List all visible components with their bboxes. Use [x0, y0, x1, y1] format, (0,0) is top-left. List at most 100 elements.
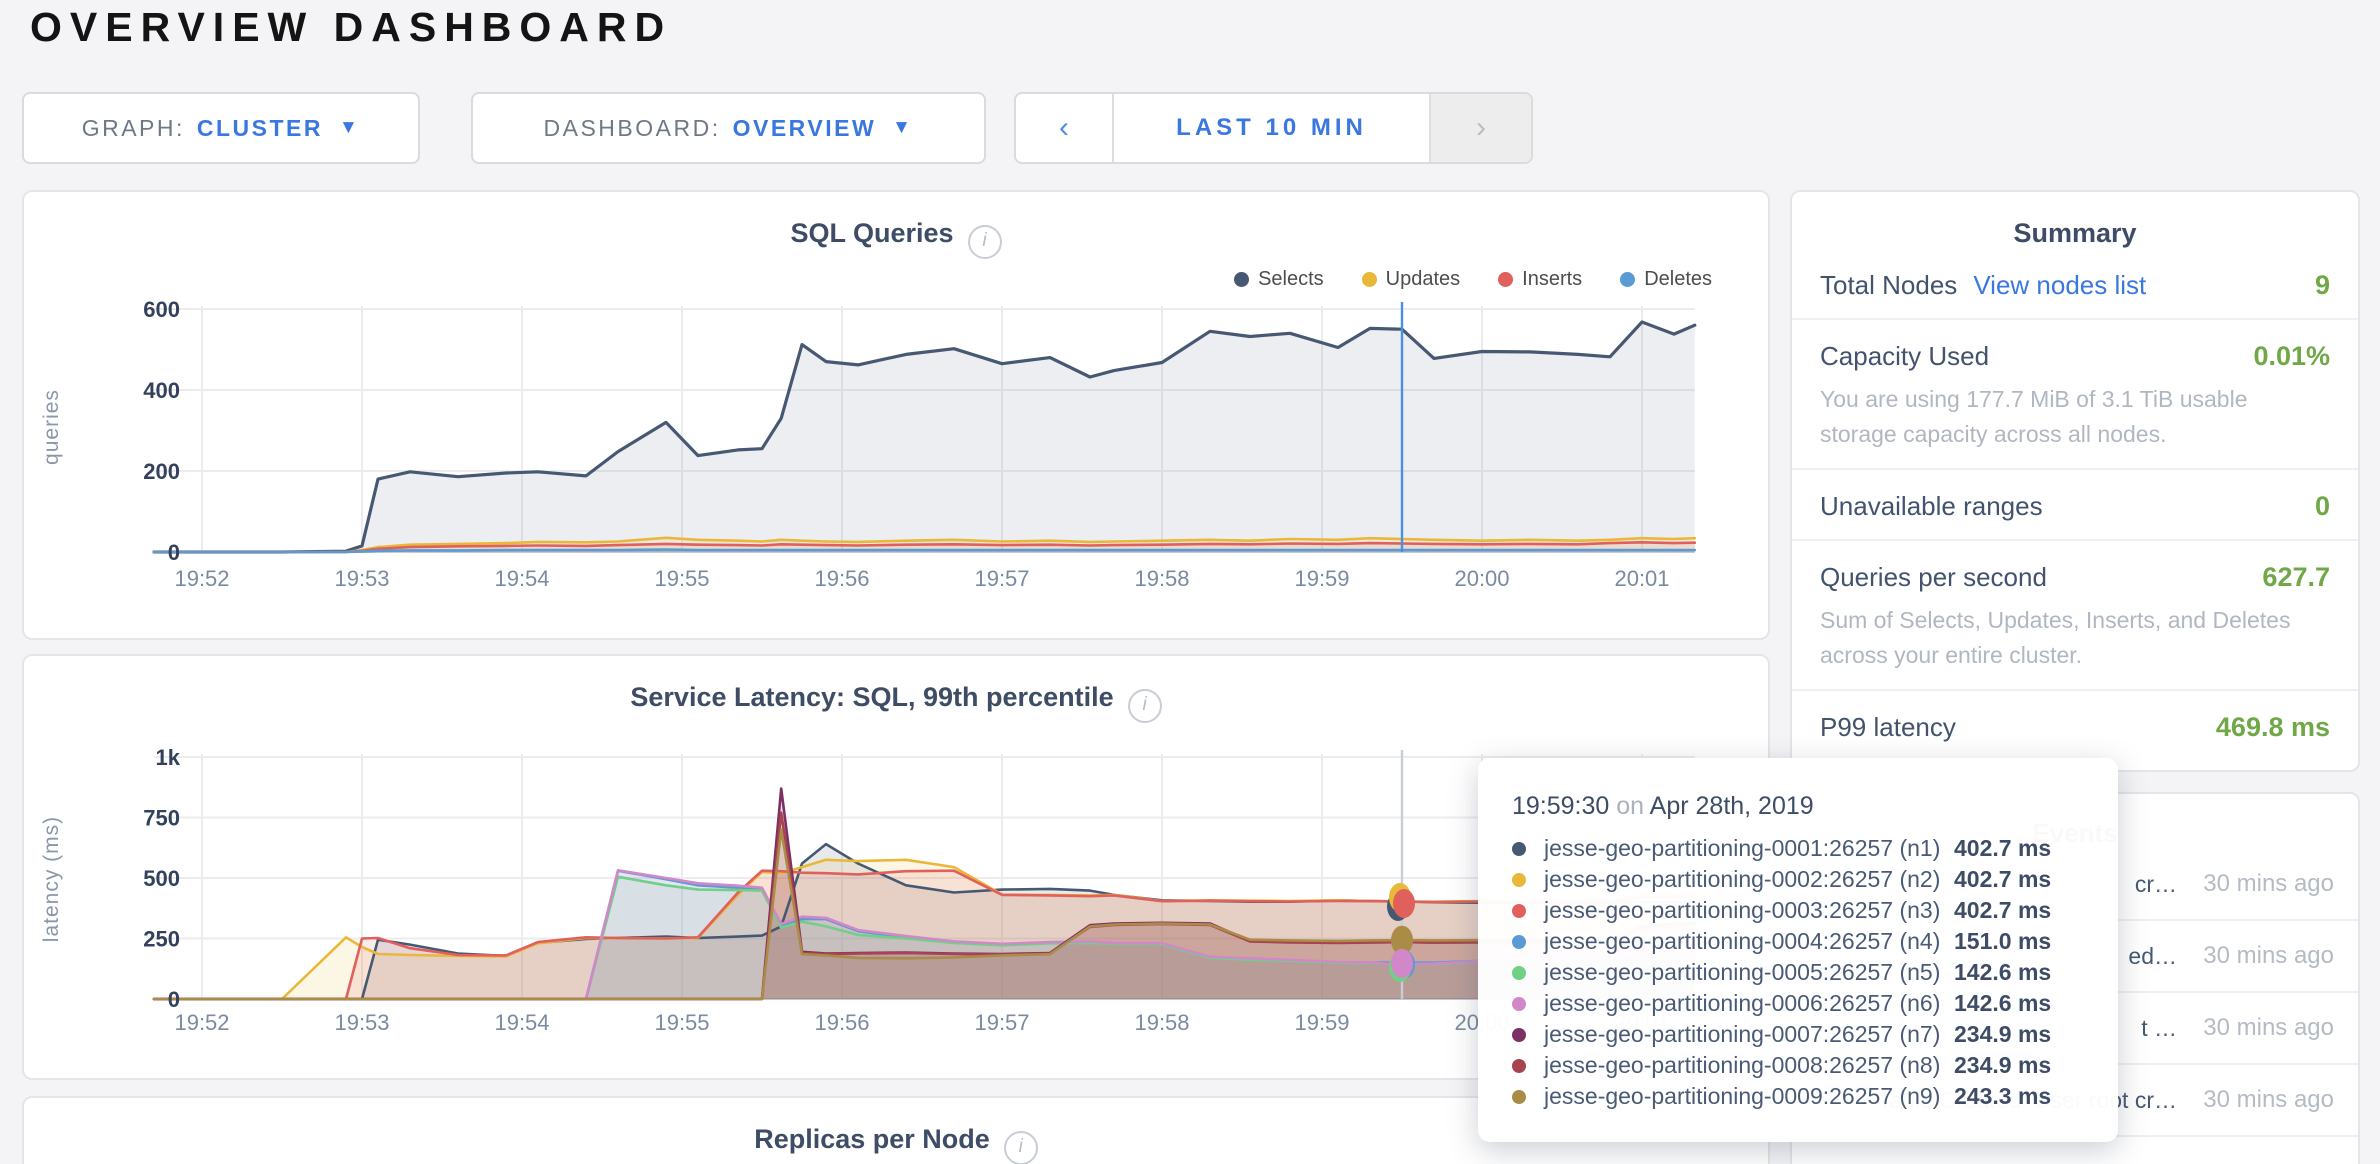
series-dot-icon: [1512, 996, 1526, 1011]
summary-row-label: Unavailable ranges: [1820, 491, 2043, 521]
event-message: ed…: [2128, 942, 2177, 969]
dashboard-dropdown[interactable]: DASHBOARD: OVERVIEW ▼: [471, 92, 986, 164]
svg-text:19:57: 19:57: [974, 1010, 1029, 1035]
svg-text:19:56: 19:56: [814, 566, 869, 591]
summary-row: Unavailable ranges 0: [1792, 470, 2358, 541]
time-range-next-button[interactable]: ›: [1429, 94, 1531, 162]
series-dot-icon: [1512, 1089, 1526, 1104]
info-icon[interactable]: i: [1003, 1131, 1038, 1164]
series-dot-icon: [1512, 872, 1526, 887]
svg-text:1k: 1k: [156, 745, 181, 770]
event-row: cr… 30 mins ago: [1792, 849, 2358, 921]
graph-dropdown-value: CLUSTER: [196, 114, 323, 141]
sql-queries-chart[interactable]: 0 200 400 600 19:52 19:53 19:54 19:55 19:56 19:57…: [24, 284, 1772, 636]
tooltip-node-value: 402.7 ms: [1954, 897, 2052, 923]
info-icon[interactable]: i: [1127, 689, 1162, 723]
time-range-prev-button[interactable]: ‹: [1016, 94, 1114, 162]
svg-text:19:55: 19:55: [654, 1010, 709, 1035]
tooltip-node-value: 402.7 ms: [1954, 866, 2052, 892]
svg-text:19:57: 19:57: [974, 566, 1029, 591]
svg-text:19:53: 19:53: [334, 1010, 389, 1035]
summary-row: P99 latency 469.8 ms: [1792, 691, 2358, 760]
series-dot-icon: [1512, 1058, 1526, 1073]
service-latency-title: Service Latency: SQL, 99th percentile i: [24, 682, 1768, 723]
tooltip-node-name: jesse-geo-partitioning-0006:26257 (n6): [1544, 990, 1941, 1016]
tooltip-row: jesse-geo-partitioning-0006:26257 (n6) 14…: [1512, 988, 2084, 1019]
summary-row-value: 0.01%: [2253, 341, 2330, 371]
tooltip-node-value: 402.7 ms: [1954, 835, 2052, 861]
graph-dropdown[interactable]: GRAPH: CLUSTER ▼: [22, 92, 420, 164]
tooltip-row: jesse-geo-partitioning-0009:26257 (n9) 24…: [1512, 1081, 2084, 1112]
tooltip-time: 19:59:30: [1512, 792, 1610, 820]
view-nodes-list-link[interactable]: View nodes list: [1973, 270, 2147, 300]
time-range-selector[interactable]: LAST 10 MIN: [1176, 114, 1367, 141]
tooltip-node-name: jesse-geo-partitioning-0003:26257 (n3): [1544, 897, 1941, 923]
svg-text:400: 400: [143, 378, 180, 403]
summary-row-value: 627.7: [2262, 562, 2330, 592]
series-dot-icon: [1512, 965, 1526, 980]
svg-text:19:52: 19:52: [174, 1010, 229, 1035]
series-dot-icon: [1512, 934, 1526, 949]
summary-row-subtext: Sum of Selects, Updates, Inserts, and De…: [1820, 607, 2291, 668]
summary-row: Capacity Used 0.01% You are using 177.7 Mi…: [1792, 320, 2358, 470]
tooltip-node-name: jesse-geo-partitioning-0001:26257 (n1): [1544, 835, 1941, 861]
tooltip-row: jesse-geo-partitioning-0008:26257 (n8) 23…: [1512, 1050, 2084, 1081]
summary-title: Summary: [2013, 218, 2137, 248]
legend-dot-icon: [1361, 272, 1377, 287]
svg-text:19:59: 19:59: [1294, 566, 1349, 591]
tooltip-rows: jesse-geo-partitioning-0001:26257 (n1) 40…: [1512, 833, 2084, 1112]
service-latency-panel: Service Latency: SQL, 99th percentile i l…: [22, 654, 1770, 1080]
sql-queries-title: SQL Queries i: [24, 218, 1768, 259]
event-timestamp: 30 mins ago: [2203, 1013, 2334, 1041]
legend-item-deletes[interactable]: Deletes: [1620, 268, 1712, 291]
summary-row-value: 469.8 ms: [2215, 712, 2330, 742]
summary-rows: Total Nodes View nodes list 9 Capacity Used…: [1792, 249, 2358, 760]
tooltip-row: jesse-geo-partitioning-0002:26257 (n2) 40…: [1512, 864, 2084, 895]
summary-row-label: Total Nodes: [1820, 270, 1958, 300]
legend-label: Updates: [1385, 268, 1461, 290]
svg-text:19:58: 19:58: [1134, 1010, 1189, 1035]
tooltip-header: 19:59:30 on Apr 28th, 2019: [1512, 792, 2084, 821]
legend-item-selects[interactable]: Selects: [1234, 268, 1324, 291]
event-message: t …: [2141, 1014, 2177, 1041]
svg-text:19:55: 19:55: [654, 566, 709, 591]
tooltip-node-value: 234.9 ms: [1954, 1052, 2052, 1078]
dashboard-dropdown-label: DASHBOARD:: [543, 114, 721, 141]
legend-item-inserts[interactable]: Inserts: [1498, 268, 1582, 291]
series-dot-icon: [1512, 841, 1526, 856]
legend-label: Inserts: [1522, 268, 1583, 290]
svg-text:19:58: 19:58: [1134, 566, 1189, 591]
legend-dot-icon: [1498, 272, 1514, 287]
tooltip-row: jesse-geo-partitioning-0004:26257 (n4) 15…: [1512, 926, 2084, 957]
tooltip-node-value: 142.6 ms: [1954, 990, 2052, 1016]
tooltip-node-name: jesse-geo-partitioning-0008:26257 (n8): [1544, 1052, 1941, 1078]
chevron-right-icon: ›: [1476, 111, 1486, 144]
sql-queries-panel: SQL Queries i Selects Updates Inserts Delete…: [22, 190, 1770, 640]
svg-text:0: 0: [168, 987, 180, 1012]
summary-row-value: 9: [2314, 270, 2330, 300]
svg-text:0: 0: [168, 540, 180, 565]
tooltip-date: Apr 28th, 2019: [1649, 792, 1814, 820]
replicas-per-node-title: Replicas per Node i: [24, 1124, 1768, 1164]
tooltip-row: jesse-geo-partitioning-0003:26257 (n3) 40…: [1512, 895, 2084, 926]
tooltip-row: jesse-geo-partitioning-0005:26257 (n5) 14…: [1512, 957, 2084, 988]
series-dot-icon: [1512, 903, 1526, 918]
event-timestamp: 30 mins ago: [2203, 941, 2334, 969]
page-title: OVERVIEW DASHBOARD: [30, 4, 673, 50]
svg-text:19:52: 19:52: [174, 566, 229, 591]
summary-row-value: 0: [2314, 491, 2330, 521]
svg-text:20:00: 20:00: [1454, 566, 1509, 591]
service-latency-chart[interactable]: 0 250 500 750 1k 19:52 19:53 19:54 19:55 19:56 19:…: [24, 734, 1772, 1084]
svg-text:20:01: 20:01: [1614, 566, 1669, 591]
svg-text:19:54: 19:54: [494, 566, 549, 591]
summary-panel: Summary Total Nodes View nodes list 9 Capac…: [1790, 190, 2360, 772]
svg-text:750: 750: [143, 806, 180, 831]
legend-item-updates[interactable]: Updates: [1361, 268, 1461, 291]
chevron-down-icon: ▼: [339, 117, 361, 138]
svg-text:19:53: 19:53: [334, 566, 389, 591]
tooltip-row: jesse-geo-partitioning-0001:26257 (n1) 40…: [1512, 833, 2084, 864]
svg-text:600: 600: [143, 297, 180, 322]
info-icon[interactable]: i: [967, 225, 1002, 259]
tooltip-node-value: 234.9 ms: [1954, 1021, 2052, 1047]
